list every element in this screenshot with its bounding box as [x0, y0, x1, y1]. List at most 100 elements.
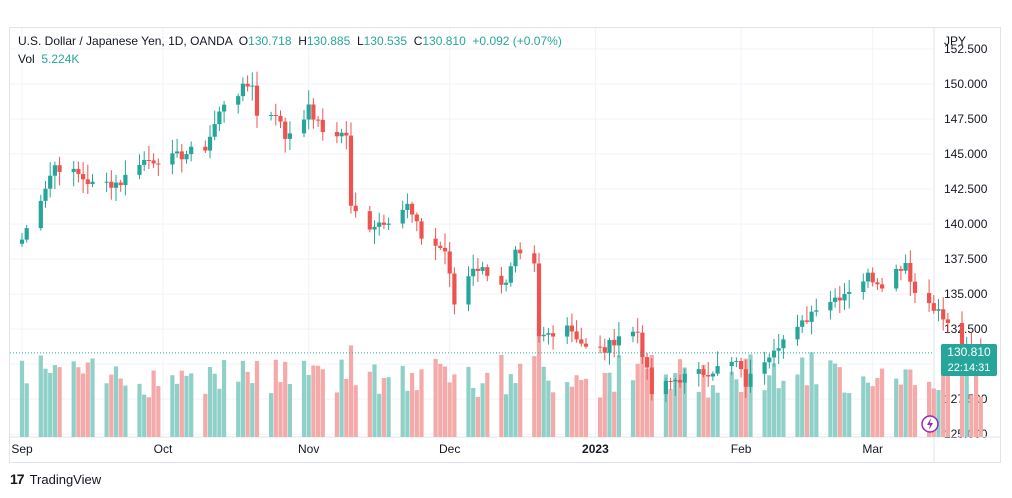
volume-bar	[438, 363, 443, 437]
candle-body	[339, 132, 344, 137]
volume-bar	[894, 378, 899, 437]
volume-bar	[640, 349, 645, 437]
volume-bar	[381, 378, 386, 437]
volume-bar	[273, 359, 278, 437]
volume-bar	[71, 361, 76, 437]
volume-bar	[959, 352, 965, 437]
candle-body	[541, 334, 546, 337]
volume-bar	[344, 378, 349, 437]
volume-bar	[414, 390, 419, 437]
candle-body	[245, 83, 250, 87]
symbol-legend: U.S. Dollar / Japanese Yen, 1D, OANDA O1…	[18, 34, 562, 48]
volume-bar	[245, 371, 250, 437]
volume-bar	[865, 382, 871, 437]
volume-bar	[861, 376, 866, 437]
candle-body	[287, 133, 292, 139]
volume-bar	[123, 385, 128, 437]
candle-body	[682, 373, 687, 383]
open-value: 130.718	[248, 34, 292, 48]
open-label: O	[238, 34, 249, 48]
time-tick-label: Sep	[11, 442, 33, 456]
volume-bar	[52, 365, 57, 437]
volume-bar	[706, 397, 711, 437]
volume-bar	[471, 387, 476, 437]
candle-body	[311, 104, 316, 120]
volume-bar	[598, 397, 603, 437]
volume-bar	[433, 358, 438, 437]
candle-body	[146, 159, 151, 161]
candle-body	[19, 239, 25, 244]
volume-bar	[673, 373, 678, 437]
volume-bar	[348, 345, 354, 437]
candle-body	[546, 333, 551, 335]
tradingview-logo[interactable]: 17 TradingView	[10, 471, 101, 487]
volume-bar	[207, 367, 213, 437]
volume-bar	[762, 390, 767, 437]
volume-bar	[908, 369, 913, 437]
volume-bar	[43, 368, 48, 437]
candle-body	[236, 96, 241, 105]
price-tick-label: 132.500	[944, 322, 988, 336]
volume-bar	[927, 381, 932, 437]
candle-body	[804, 320, 809, 322]
volume-bar	[447, 382, 452, 437]
volume-bar	[81, 373, 86, 437]
volume-bar	[875, 378, 880, 437]
price-tick-label: 137.500	[944, 252, 988, 266]
price-tick-label: 135.000	[944, 287, 988, 301]
candle-body	[156, 163, 161, 165]
candle-body	[847, 292, 852, 294]
volume-bar	[583, 378, 589, 437]
candle-body	[151, 160, 156, 164]
candle-body	[203, 146, 208, 151]
volume-bar	[809, 352, 814, 437]
volume-bar	[410, 373, 415, 437]
price-tick-label: 145.000	[944, 147, 988, 161]
candle-body	[649, 367, 654, 395]
candle-body	[880, 284, 885, 289]
candle-body	[179, 151, 184, 160]
candle-body	[367, 211, 372, 230]
volume-bar	[663, 374, 668, 437]
volume-bar	[137, 383, 142, 437]
volume-bar	[978, 396, 983, 437]
volume-bar	[442, 366, 448, 437]
candle-body	[668, 381, 673, 383]
candle-body	[513, 249, 518, 267]
close-label: C	[413, 34, 423, 48]
candle-body	[569, 325, 574, 332]
candle-body	[348, 135, 354, 206]
candle-body	[673, 379, 678, 382]
candle-body	[837, 297, 842, 301]
volume-bar	[969, 395, 974, 437]
volume-bar	[320, 369, 325, 437]
candle-body	[865, 272, 871, 282]
volume-bar	[847, 393, 852, 437]
volume-bar	[513, 383, 518, 437]
candle-body	[306, 104, 311, 120]
volume-bar	[405, 390, 410, 437]
candle-body	[565, 325, 570, 337]
candle-body	[635, 331, 640, 333]
candle-body	[410, 203, 415, 215]
volume-bar	[48, 372, 53, 437]
volume-bar	[804, 385, 809, 437]
candle-body	[776, 348, 781, 351]
price-tick-label: 140.000	[944, 217, 988, 231]
volume-bar	[734, 379, 739, 437]
volume-bar	[278, 382, 283, 437]
volume-bar	[748, 354, 753, 437]
volume-bar	[701, 364, 706, 437]
volume-bar	[504, 394, 509, 437]
volume-bar	[518, 363, 523, 437]
candle-body	[508, 266, 513, 283]
volume-bar	[880, 368, 885, 437]
candle-body	[612, 339, 617, 346]
low-label: L	[356, 34, 364, 48]
candle-body	[377, 222, 382, 227]
candle-body	[184, 154, 189, 160]
time-tick-label: Nov	[298, 442, 319, 456]
candle-body	[936, 309, 941, 311]
volume-bar	[842, 392, 847, 437]
